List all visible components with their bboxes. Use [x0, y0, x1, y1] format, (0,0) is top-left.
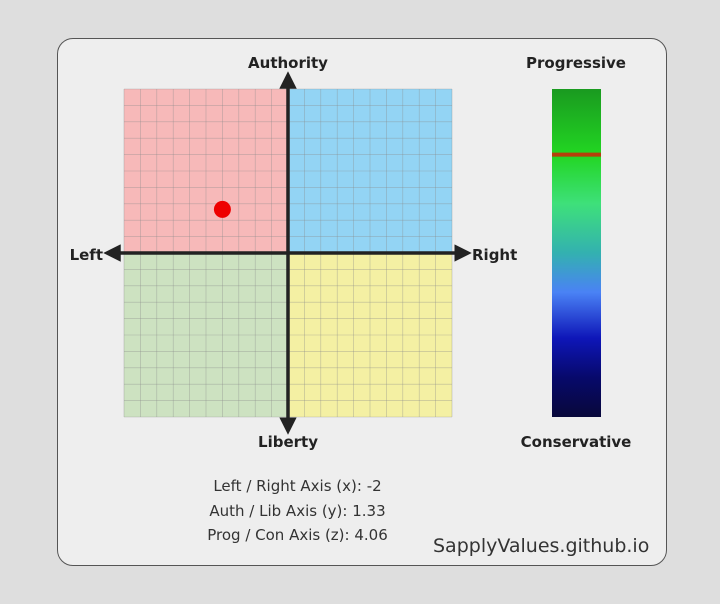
scale-label-bottom: Conservative	[521, 433, 632, 451]
site-credit: SapplyValues.github.io	[433, 535, 650, 557]
scale-gradient-bar	[552, 89, 601, 417]
readout-x: Left / Right Axis (x): -2	[213, 477, 382, 495]
axis-label-top: Authority	[248, 54, 328, 72]
axis-label-right: Right	[472, 246, 517, 264]
data-point	[213, 200, 231, 218]
axis-label-left: Left	[70, 246, 103, 264]
points	[213, 200, 231, 218]
readout-y: Auth / Lib Axis (y): 1.33	[209, 502, 386, 520]
axes	[103, 71, 472, 435]
readout-z: Prog / Con Axis (z): 4.06	[207, 526, 388, 544]
scale-label-top: Progressive	[526, 54, 626, 72]
progressive-conservative-scale	[552, 89, 601, 417]
axis-label-bottom: Liberty	[258, 433, 318, 451]
